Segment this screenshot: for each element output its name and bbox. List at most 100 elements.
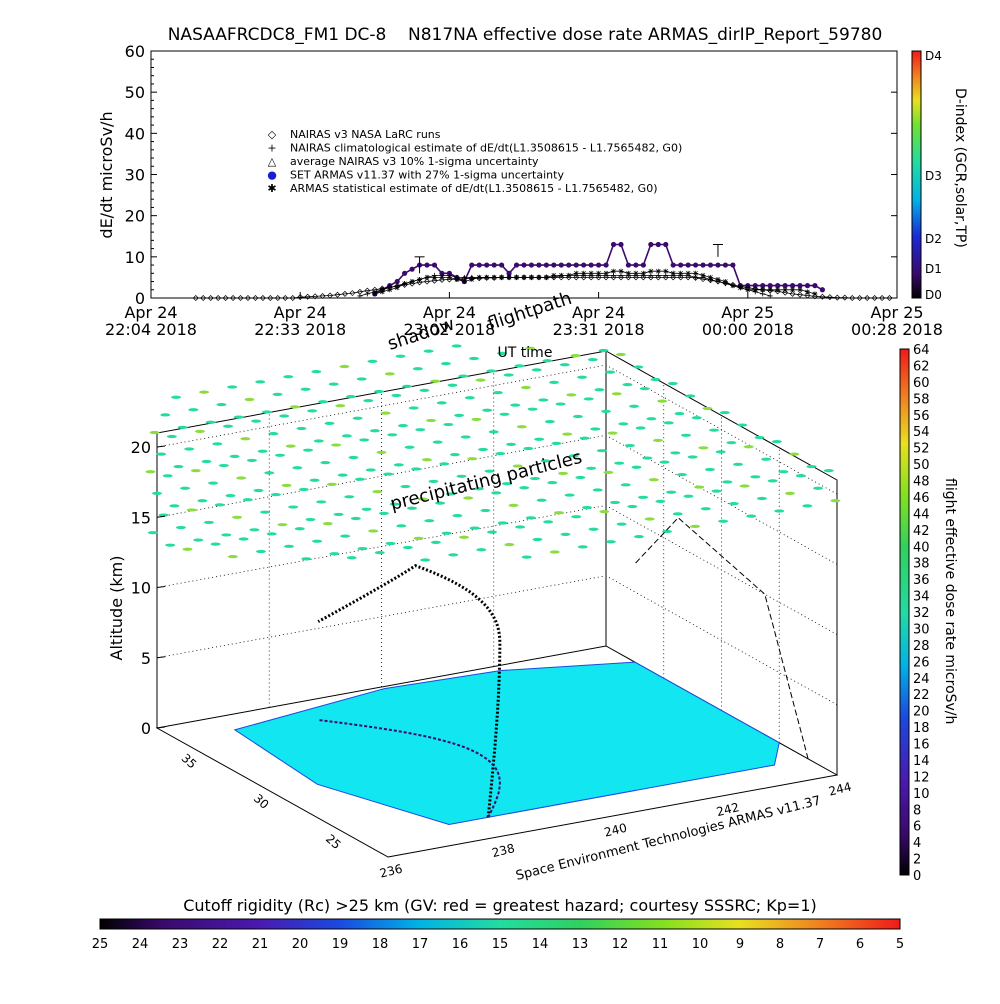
particle-mark — [249, 528, 260, 532]
point-armas_set — [536, 262, 542, 268]
point-nairas_runs — [670, 274, 677, 281]
particle-mark — [307, 409, 318, 413]
point-armas_stat — [812, 291, 818, 297]
particle-mark — [199, 390, 210, 394]
lon-tick-label: 240 — [603, 821, 629, 840]
particle-mark — [279, 414, 290, 418]
point-armas_stat — [409, 279, 415, 285]
point-armas_stat — [476, 274, 482, 280]
point-nairas_runs — [267, 295, 274, 301]
particle-mark — [603, 470, 614, 474]
point-armas_stat — [379, 289, 385, 295]
point-armas_set — [752, 283, 758, 289]
point-nairas_runs — [677, 274, 684, 281]
particle-mark — [560, 532, 571, 536]
x-tick-time: 00:28 2018 — [851, 320, 943, 339]
particle-mark — [402, 545, 413, 550]
particle-mark — [468, 356, 479, 361]
particle-mark — [428, 479, 439, 484]
particle-mark — [570, 353, 581, 358]
point-armas_set — [513, 262, 520, 268]
particle-mark — [253, 488, 264, 493]
particle-mark — [521, 555, 532, 559]
particle-mark — [169, 504, 180, 508]
particle-mark — [188, 408, 199, 412]
point-armas_stat — [760, 287, 766, 293]
particle-mark — [301, 557, 312, 561]
particle-mark — [208, 481, 219, 485]
particle-mark — [395, 354, 406, 358]
particle-mark — [633, 534, 644, 539]
dose-tick-label: 46 — [913, 491, 930, 506]
particle-mark — [333, 512, 344, 517]
particle-mark — [380, 411, 391, 415]
point-nairas_runs — [304, 293, 311, 300]
wall-gridline — [156, 505, 838, 635]
particle-mark — [607, 431, 618, 435]
dose-tick-label: 10 — [913, 787, 930, 802]
particle-mark — [408, 406, 419, 410]
particle-mark — [441, 531, 452, 535]
particle-mark — [750, 475, 761, 479]
point-nairas_runs — [640, 274, 647, 281]
dose-tick-label: 62 — [913, 359, 930, 374]
dose-tick-label: 4 — [913, 836, 921, 851]
wall-projection — [634, 516, 809, 760]
point-nairas_runs — [200, 295, 207, 301]
particle-mark — [440, 362, 451, 366]
particle-mark — [674, 412, 685, 416]
particle-mark — [480, 508, 491, 513]
particle-mark — [391, 393, 402, 398]
particle-mark — [145, 470, 156, 474]
particle-mark — [221, 533, 232, 537]
particle-mark — [559, 363, 570, 367]
point-armas_stat — [782, 287, 788, 293]
point-armas_stat — [446, 274, 452, 280]
particle-mark — [774, 509, 785, 513]
particle-mark — [281, 483, 292, 487]
particle-mark — [460, 435, 471, 439]
particle-mark — [357, 546, 368, 551]
particle-mark — [449, 453, 460, 457]
particle-mark — [543, 520, 554, 524]
point-armas_set — [603, 262, 609, 268]
particle-mark — [685, 394, 696, 398]
dose-tick-label: 58 — [913, 392, 930, 407]
x-tick-day: Apr 24 — [572, 303, 625, 322]
z-tick — [156, 515, 166, 518]
point-nairas_runs — [237, 295, 244, 301]
point-armas_stat — [737, 285, 743, 291]
particle-mark — [754, 435, 765, 440]
particle-mark — [180, 486, 191, 490]
particle-mark — [166, 434, 177, 439]
point-nairas_runs — [244, 295, 251, 301]
particle-mark — [407, 506, 417, 510]
particle-mark — [236, 476, 247, 480]
point-armas_stat — [536, 274, 542, 280]
particle-mark — [445, 492, 456, 496]
cutoff-tick-label: 25 — [92, 937, 109, 952]
point-armas_set — [424, 262, 430, 268]
particle-mark — [311, 370, 322, 374]
particle-mark — [767, 479, 778, 483]
d-index-label-d1: D1 — [925, 262, 942, 276]
particle-mark — [492, 391, 503, 395]
y-tick-label: 10 — [125, 248, 145, 267]
particle-mark — [404, 445, 415, 449]
z-tick — [156, 445, 166, 448]
particle-mark — [246, 458, 257, 463]
particle-mark — [447, 383, 458, 387]
cutoff-tick-label: 5 — [896, 937, 904, 952]
dose-tick-label: 20 — [913, 705, 930, 720]
point-armas_set — [573, 262, 579, 268]
d-index-label-d4: D4 — [925, 49, 942, 63]
point-armas_stat — [431, 274, 437, 280]
particle-mark — [340, 534, 351, 538]
particle-mark — [328, 382, 339, 386]
particle-mark — [622, 383, 633, 387]
point-armas_stat — [372, 291, 378, 297]
particle-mark — [415, 428, 426, 432]
dose-tick-label: 18 — [913, 721, 930, 736]
particle-mark — [482, 408, 493, 412]
dose-tick-label: 48 — [913, 475, 930, 490]
